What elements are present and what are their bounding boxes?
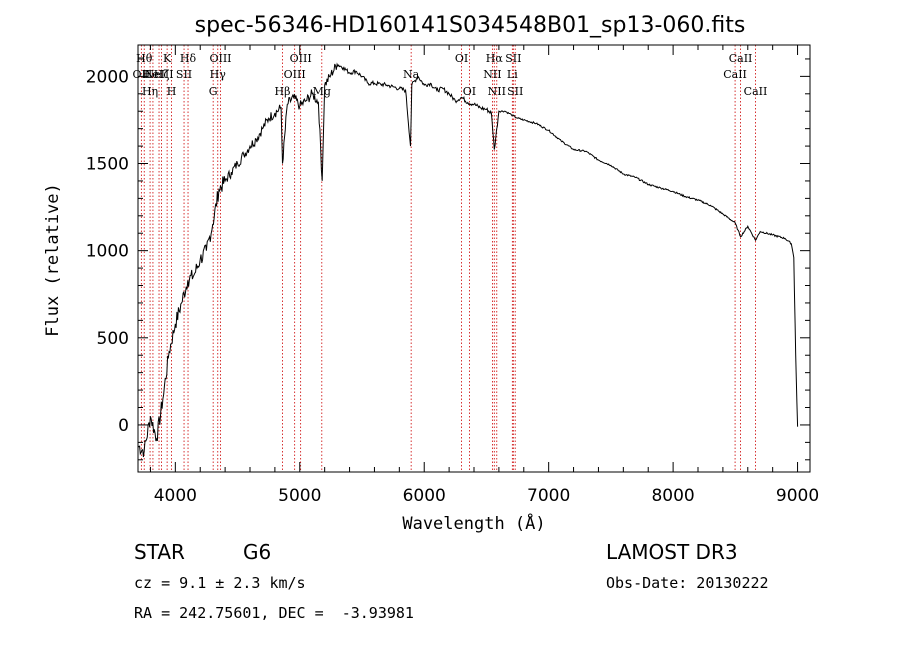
object-class: STAR [134, 540, 185, 564]
line-marker-label: G [209, 85, 218, 98]
line-marker-label: Hα [486, 52, 504, 65]
line-marker-label: Hη [142, 85, 158, 98]
line-marker-label: K [163, 52, 172, 65]
x-tick-label: 8000 [651, 486, 694, 506]
line-marker-label: CaII [723, 68, 747, 81]
line-marker-label: OI [463, 85, 476, 98]
line-marker-label: SII [176, 68, 192, 81]
x-tick-label: 5000 [278, 486, 321, 506]
spectral-subclass: G6 [243, 540, 272, 564]
line-marker-label: OIII [209, 52, 231, 65]
x-tick-label: 4000 [154, 486, 197, 506]
line-marker-label: CaII [729, 52, 753, 65]
line-marker-label: Hθ [136, 52, 153, 65]
line-marker-label: NeIII [144, 68, 173, 81]
y-axis-title: Flux (relative) [43, 183, 63, 337]
y-tick-label: 2000 [86, 67, 129, 87]
x-axis: 4000 5000 6000 7000 8000 9000 [149, 45, 819, 506]
line-marker-label: Hγ [210, 68, 227, 81]
redshift-value: cz = 9.1 ± 2.3 km/s [134, 574, 306, 592]
line-marker-label: NII [483, 68, 501, 81]
x-tick-label: 7000 [527, 486, 570, 506]
survey-name: LAMOST DR3 [606, 540, 738, 564]
chart-title: spec-56346-HD160141S034548B01_sp13-060.f… [195, 13, 746, 38]
x-tick-label: 6000 [403, 486, 446, 506]
line-marker-label: Mg [313, 85, 331, 98]
line-marker-label: SII [505, 52, 521, 65]
x-tick-label: 9000 [776, 486, 819, 506]
line-marker-label: SII [507, 85, 523, 98]
observation-date: Obs-Date: 20130222 [606, 574, 769, 592]
line-marker-label: OIII [290, 52, 312, 65]
line-marker-label: Hβ [275, 85, 291, 98]
line-marker-label: Na [403, 68, 420, 81]
spectrum-line [137, 62, 799, 458]
line-marker-label: Hδ [180, 52, 197, 65]
line-marker-label: CaII [744, 85, 768, 98]
y-axis: 0 500 1000 1500 2000 [86, 58, 810, 461]
line-markers [140, 45, 756, 472]
y-tick-label: 0 [118, 416, 129, 436]
line-marker-label: NII [488, 85, 506, 98]
line-marker-label: OIII [284, 68, 306, 81]
line-marker-label: Li [507, 68, 518, 81]
y-tick-label: 500 [97, 329, 129, 349]
x-axis-title: Wavelength (Å) [402, 512, 545, 534]
line-marker-label: HeI [143, 68, 163, 81]
line-marker-label: H [167, 85, 177, 98]
y-tick-label: 1500 [86, 155, 129, 175]
y-tick-label: 1000 [86, 242, 129, 262]
plot-frame [137, 44, 811, 473]
line-marker-label: Hζ [154, 68, 170, 81]
line-marker-label: OII [133, 68, 151, 81]
coordinates: RA = 242.75601, DEC = -3.93981 [134, 604, 414, 622]
line-marker-label: OI [455, 52, 468, 65]
